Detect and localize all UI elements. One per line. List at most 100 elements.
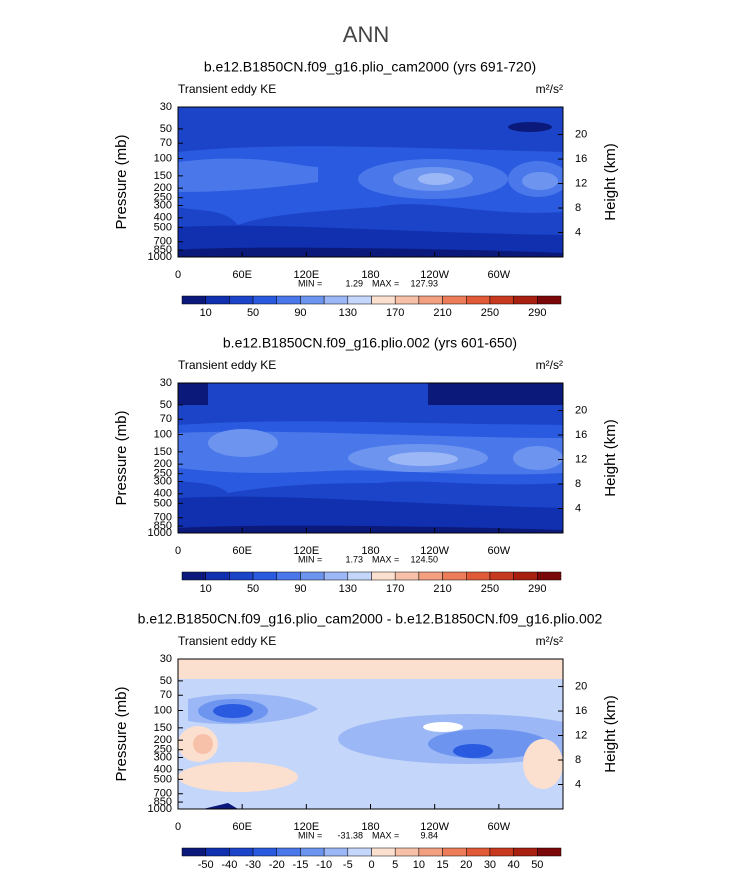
x-tick-label: 60W <box>488 269 511 281</box>
colorbar-label: 290 <box>528 583 546 595</box>
x-tick-label: 120E <box>293 269 319 281</box>
y-tick-label: 70 <box>160 689 172 701</box>
colorbar-box <box>205 295 230 305</box>
colorbar-box <box>252 847 277 857</box>
y-tick-label: 100 <box>154 428 172 440</box>
colorbar-box <box>371 571 396 581</box>
y2-tick-label: 20 <box>575 404 587 416</box>
panel-title: b.e12.B1850CN.f09_g16.plio_cam2000 - b.e… <box>138 611 603 627</box>
colorbar-box <box>276 295 301 305</box>
colorbar-box <box>181 571 206 581</box>
y-tick-label: 250 <box>154 744 172 756</box>
y-tick-label: 1000 <box>148 527 172 539</box>
y2-axis-label: Height (km) <box>602 419 619 497</box>
colorbar-box <box>300 295 325 305</box>
x-tick-label: 0 <box>175 821 181 833</box>
x-tick-label: 0 <box>175 269 181 281</box>
y-tick-label: 100 <box>154 152 172 164</box>
x-tick-label: 120E <box>293 821 319 833</box>
colorbar-box <box>323 571 349 581</box>
units: m²/s² <box>536 82 563 96</box>
colorbar-box <box>323 295 349 305</box>
max-label: MAX = <box>372 554 399 564</box>
colorbar-box <box>442 847 467 857</box>
colorbar-label: 20 <box>460 859 472 871</box>
colorbar-box <box>276 847 301 857</box>
panel-title: b.e12.B1850CN.f09_g16.plio_cam2000 (yrs … <box>204 59 536 75</box>
y-tick-label: 700 <box>154 512 172 524</box>
colorbar-box <box>418 295 443 305</box>
colorbar-box <box>276 571 301 581</box>
colorbar-box <box>489 295 514 305</box>
colorbar-label: 0 <box>368 859 374 871</box>
y2-tick-label: 4 <box>575 502 581 514</box>
colorbar-label: -15 <box>292 859 308 871</box>
max-value: 9.84 <box>420 830 438 840</box>
x-tick-label: 0 <box>175 545 181 557</box>
y2-tick-label: 8 <box>575 202 581 214</box>
y-tick-label: 50 <box>160 123 172 135</box>
y-axis-label: Pressure (mb) <box>113 410 130 505</box>
colorbar-label: 30 <box>484 859 496 871</box>
contour-field <box>178 659 563 809</box>
colorbar-box <box>513 847 538 857</box>
y2-tick-label: 4 <box>575 778 581 790</box>
min-label: MIN = <box>298 278 322 288</box>
x-tick-label: 60E <box>232 821 252 833</box>
colorbar-label: -20 <box>269 859 285 871</box>
units: m²/s² <box>536 358 563 372</box>
y-tick-label: 50 <box>160 399 172 411</box>
colorbar-box <box>394 295 420 305</box>
y-tick-label: 850 <box>154 796 172 808</box>
colorbar-label: 250 <box>481 307 499 319</box>
x-tick-label: 180 <box>361 269 379 281</box>
y-tick-label: 700 <box>154 788 172 800</box>
min-label: MIN = <box>298 830 322 840</box>
y-tick-label: 200 <box>154 182 172 194</box>
y2-tick-label: 4 <box>575 226 581 238</box>
colorbar-box <box>347 847 372 857</box>
y2-tick-label: 20 <box>575 680 587 692</box>
colorbar-label: 290 <box>528 307 546 319</box>
y2-tick-label: 20 <box>575 128 587 140</box>
colorbar-label: 130 <box>339 583 357 595</box>
y2-tick-label: 16 <box>575 705 587 717</box>
y-axis-label: Pressure (mb) <box>113 134 130 229</box>
y-tick-label: 300 <box>154 475 172 487</box>
x-tick-label: 60W <box>488 821 511 833</box>
colorbar-label: 5 <box>392 859 398 871</box>
y-tick-label: 30 <box>160 653 172 665</box>
y2-axis-label: Height (km) <box>602 143 619 221</box>
colorbar-label: 170 <box>386 307 404 319</box>
colorbar-label: 250 <box>481 583 499 595</box>
colorbar-box <box>371 847 396 857</box>
colorbar-box <box>442 295 467 305</box>
colorbar-box <box>229 847 254 857</box>
colorbar-box <box>300 847 325 857</box>
colorbar-label: -10 <box>316 859 332 871</box>
colorbar-label: 15 <box>436 859 448 871</box>
y2-tick-label: 12 <box>575 729 587 741</box>
colorbar-box <box>466 295 491 305</box>
colorbar-box <box>347 571 372 581</box>
colorbar-label: 10 <box>413 859 425 871</box>
panel-subtitle: Transient eddy KE <box>178 634 276 648</box>
colorbar-label: -30 <box>245 859 261 871</box>
max-label: MAX = <box>372 278 399 288</box>
colorbar-box <box>537 571 562 581</box>
y-tick-label: 150 <box>154 446 172 458</box>
min-label: MIN = <box>298 554 322 564</box>
colorbar-box <box>205 571 230 581</box>
colorbar-box <box>371 295 396 305</box>
x-tick-label: 120W <box>420 545 449 557</box>
y-tick-label: 300 <box>154 751 172 763</box>
y-tick-label: 300 <box>154 199 172 211</box>
y-tick-label: 700 <box>154 236 172 248</box>
y-tick-label: 150 <box>154 170 172 182</box>
y2-tick-label: 16 <box>575 153 587 165</box>
y2-tick-label: 8 <box>575 478 581 490</box>
colorbar-label: -5 <box>343 859 353 871</box>
y-tick-label: 250 <box>154 192 172 204</box>
colorbar-box <box>300 571 325 581</box>
